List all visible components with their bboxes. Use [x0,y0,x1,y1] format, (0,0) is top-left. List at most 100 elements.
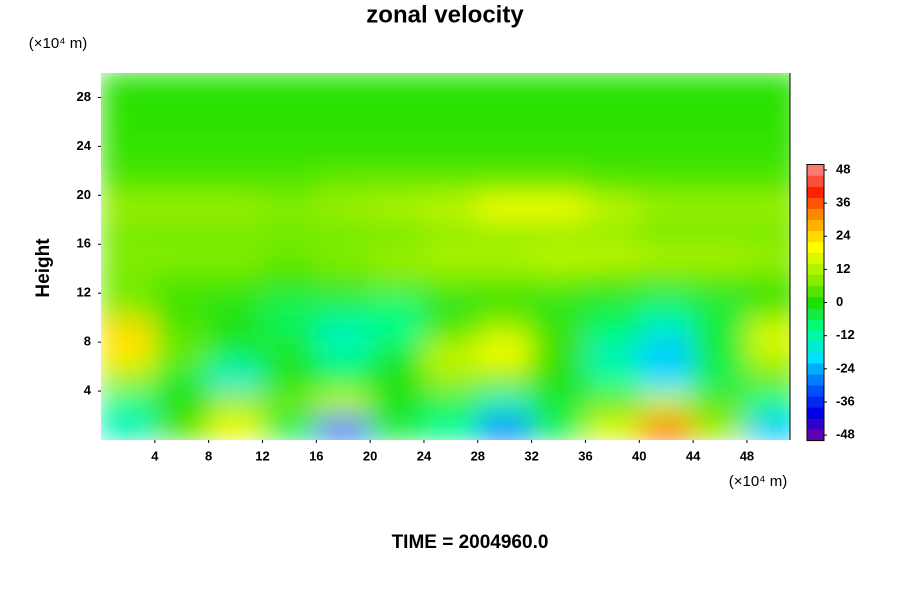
field-cell [692,121,748,147]
field-cell [746,145,790,172]
field-cell [477,96,533,123]
field-cell [369,145,425,172]
colorbar-tick-label: 24 [836,228,851,243]
field-cell [477,415,533,440]
field-cell [261,219,317,245]
field-cell [477,194,533,221]
x-tick-label: 40 [632,448,646,463]
field-cell [746,317,790,343]
field-cell [369,73,425,98]
field-cell [746,219,790,245]
field-cell [531,243,586,270]
field-cell [208,145,263,172]
field-cell [531,317,586,343]
field-cell [746,96,790,123]
field-cell [638,292,694,319]
field-cell [101,73,156,98]
field-cell [369,415,425,440]
field-cell [369,121,425,147]
field-cell [423,145,479,172]
field-cell [154,194,210,221]
colorbar-tick-label: -12 [836,327,855,342]
colorbar-band [807,396,824,408]
field-cell [692,96,748,123]
colorbar-band [807,352,824,364]
field-cell [369,366,425,392]
field-cell [746,194,790,221]
x-tick-label: 36 [578,448,592,463]
field-cell [638,96,694,123]
field-cell [531,415,586,440]
field-cell [477,268,533,294]
field-cell [531,145,586,172]
field-cell [154,415,210,440]
colorbar-band [807,407,824,419]
field-cell [208,194,263,221]
colorbar-tick-label: 0 [836,294,843,309]
colorbar-band [807,208,824,221]
field-cell [692,366,748,392]
field-cell [208,96,263,123]
colorbar-band [807,186,824,198]
field-cell [369,243,425,270]
field-cell [692,170,748,196]
field-cell [315,170,371,196]
field-cell [584,317,640,343]
field-cell [423,73,479,98]
colorbar-band [807,341,824,353]
field-cell [638,415,694,440]
field-cell [101,194,156,221]
field-cell [477,292,533,319]
field-cell [154,292,210,319]
field-cell [261,243,317,270]
field-cell [423,415,479,440]
field-cell [369,341,425,368]
field-cell [477,73,533,98]
field-cell [154,243,210,270]
field-cell [531,170,586,196]
field-cell [154,341,210,368]
field-cell [154,219,210,245]
x-tick-label: 4 [151,448,159,463]
colorbar-band [807,263,824,276]
field-cell [531,219,586,245]
field-cell [692,341,748,368]
y-tick-label: 16 [77,236,91,251]
field-cell [746,390,790,417]
field-cell [369,219,425,245]
field-cell [531,121,586,147]
field-cell [638,219,694,245]
field-cell [208,243,263,270]
field-cell [261,268,317,294]
field-cell [261,194,317,221]
field-cell [638,268,694,294]
field-cell [638,366,694,392]
y-unit: (×10⁴ m) [29,35,88,52]
field-cell [423,390,479,417]
colorbar-band [807,297,824,309]
field-cell [584,415,640,440]
field-cell [261,170,317,196]
y-tick-label: 20 [77,187,91,202]
field-cell [101,317,156,343]
field-cell [208,390,263,417]
field-cell [692,219,748,245]
x-tick-label: 16 [309,448,323,463]
field-cell [746,341,790,368]
field-cell [477,170,533,196]
y-axis-label: Height [33,238,54,298]
colorbar-band [807,230,824,243]
field-cell [154,268,210,294]
field-cell [423,121,479,147]
field-cell [423,341,479,368]
field-cell [369,170,425,196]
field-cell [208,268,263,294]
field-cell [261,145,317,172]
field-cell [584,268,640,294]
colorbar-band [807,164,824,176]
field-cell [208,73,263,98]
field-cell [477,341,533,368]
field-cell [261,390,317,417]
colorbar-band [807,175,824,187]
y-tick-label: 8 [84,334,91,349]
